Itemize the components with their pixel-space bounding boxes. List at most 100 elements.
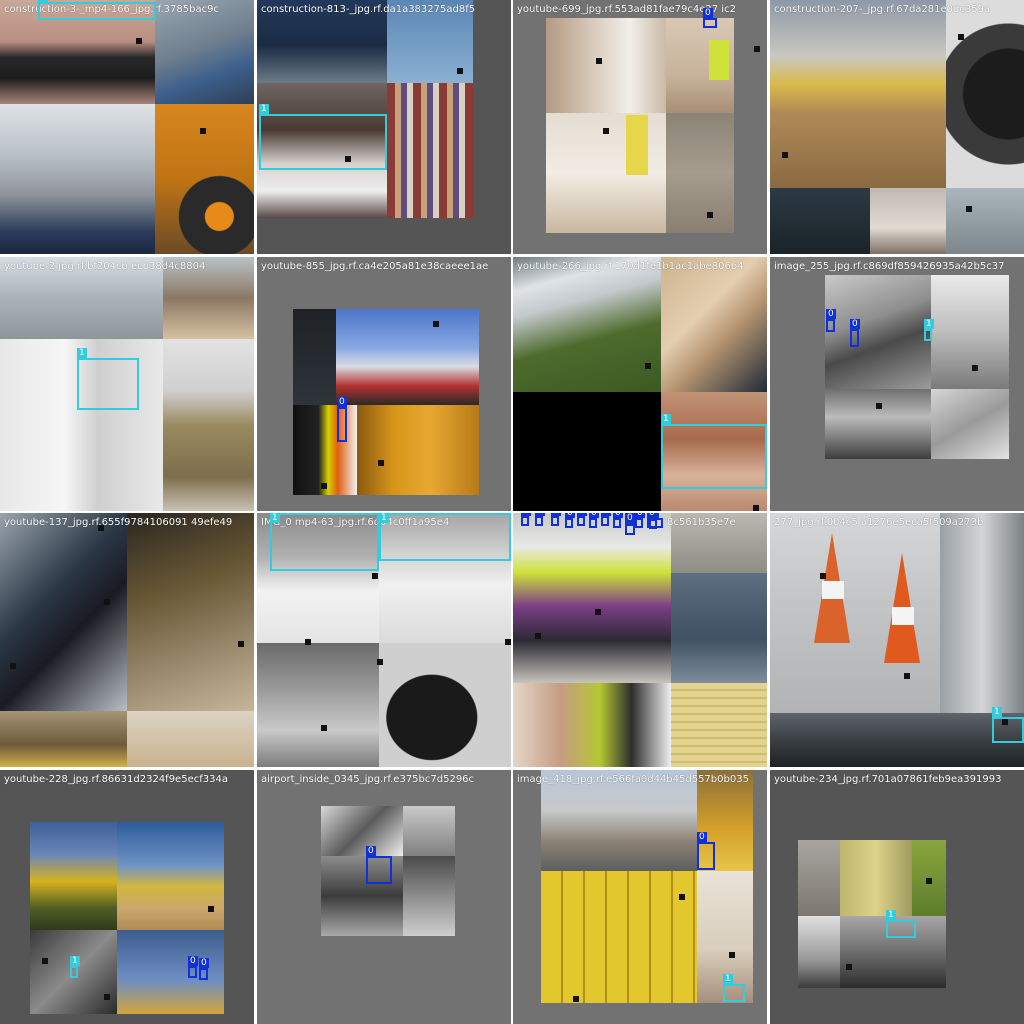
bounding-box: 1 [661,414,767,489]
photo-yellow-door [840,840,912,916]
bbox-label: 0 [337,397,347,407]
bbox-label: 0 [188,956,198,966]
photo-crane [931,275,1009,389]
marker [573,996,579,1002]
mosaic-tile: 1 youtube-234_jpg.rf.701a07861feb9ea3919… [770,770,1024,1024]
photo-abstract [321,806,403,856]
tile-title: youtube-137_jpg.rf.655f9784106091 49efe4… [4,517,233,528]
bounding-box: 0 [635,513,645,528]
photo-dump-truck [155,0,254,104]
marker [372,573,378,579]
photo-machine-closeup [0,513,127,711]
photo-excavator-grass [513,257,661,392]
bounding-box: 0 [565,513,575,528]
mosaic-tile: 0 youtube-855_jpg.rf.ca4e205a81e38caeee1… [257,257,511,511]
photo-masked-blonde [0,339,163,511]
marker [596,58,602,64]
photo-black [513,392,661,511]
photo-yellow-loader [30,822,117,930]
marker [904,673,910,679]
tile-title: construction-207-_jpg.rf.67da281e0dc359a [774,4,991,15]
photo-fridge [940,513,1024,713]
bbox-label: 0 [601,513,611,516]
photo-cable-reel [697,770,753,871]
photo-door [357,405,479,495]
bbox-label: 0 [366,846,376,856]
photo-dark-interior [127,513,254,711]
mosaic-tile: 0 0 0 0 0 0 0 0 0 0 0 0 0 8c561b35e7e [513,513,767,767]
bbox-label: 1 [992,707,1002,717]
bbox-label: 1 [661,414,671,424]
bbox-label: 1 [886,910,896,920]
bounding-box: 0 [366,846,392,884]
photo-cat-machine [163,339,254,511]
mosaic-tile: 1 youtube-2 jpg.rf.bf204cb ecb38d4c8804 [0,257,254,511]
marker [377,659,383,665]
tile-title: youtube-2 jpg.rf.bf204cb ecb38d4c8804 [4,261,206,272]
marker [104,599,110,605]
tile-title: youtube-266_jpg.rf.170d1fe1b1ac1abe806b4 [517,261,744,272]
photo-white-truck [336,309,479,405]
tile-title: image_418_jpg.rf.e566fa0d44b45d557b0b035 [517,774,749,785]
tile-title: construction-3-_mp4-166_jpg.rf.3785bac9c [4,4,219,15]
photo-masked-face-right [379,513,511,643]
marker [1002,719,1008,725]
bbox-label: 1 [924,319,934,329]
photo-orange-loader [155,104,254,254]
tile-title: youtube-699_jpg.rf.553ad81fae79c4e27 ic2 [517,4,736,15]
bounding-box: 0 [535,513,545,526]
mosaic-tile: 1 construction-3-_mp4-166_jpg.rf.3785bac… [0,0,254,254]
marker [98,525,104,531]
photo-face-glasses [661,392,767,511]
marker [321,725,327,731]
bbox-label: 0 [613,513,623,518]
bbox-label: 0 [535,513,545,516]
marker [10,663,16,669]
photo-water [671,573,767,683]
bbox-label: 0 [565,513,575,518]
photo-vest-night [293,405,357,495]
photo-wall-corner [546,18,666,113]
bounding-box: 1 [886,910,916,938]
bbox-label: 0 [577,513,587,516]
photo-wheel [379,643,511,767]
bounding-box: 0 [521,513,531,526]
photo-masked-face [0,0,155,104]
tile-title: youtube-234_jpg.rf.701a07861feb9ea391993 [774,774,1002,785]
bbox-label: 1 [38,0,48,2]
photo-yellow-excavator [770,0,946,188]
photo-rubble [825,389,931,459]
bbox-label: 0 [589,513,599,518]
mosaic-tile: 0 0 1 image_255_jpg.rf.c869df859426935a4… [770,257,1024,511]
marker [42,958,48,964]
bbox-label: 0 [199,958,209,968]
bounding-box: 0 [625,513,635,535]
marker [876,403,882,409]
mosaic-tile: 1 0 0 youtube-228_jpg.rf.86631d2324f9e5e… [0,770,254,1024]
marker [679,894,685,900]
photo-yellow-wall [541,871,697,1003]
marker [753,505,759,511]
marker [958,34,964,40]
bbox-label: 0 [521,513,531,516]
photo-arm-vest [513,683,671,767]
bounding-box: 0 [188,956,198,978]
photo-scaffold-worker [0,257,163,339]
bounding-box: 1 [38,0,156,20]
bounding-box: 0 [647,513,663,528]
bbox-label: 0 [551,513,561,516]
mosaic-tile: 0 1 image_418_jpg.rf.e566fa0d44b45d557b0… [513,770,767,1024]
photo-white-truck [798,916,840,988]
tile-title: construction-813-_jpg.rf.da1a383275ad8f5 [261,4,476,15]
photo-scaffold [946,188,1024,254]
bbox-label: 0 [647,513,657,518]
photo-blue-truck [257,0,387,83]
photo-night [293,309,336,405]
bbox-label: 1 [270,513,280,523]
bounding-box: 1 [270,513,379,571]
photo-houses [163,257,254,339]
mosaic-tile: 1 construction-813-_jpg.rf.da1a383275ad8… [257,0,511,254]
bounding-box: 0 [703,8,717,28]
mosaic-tile: construction-207-_jpg.rf.67da281e0dc359a [770,0,1024,254]
